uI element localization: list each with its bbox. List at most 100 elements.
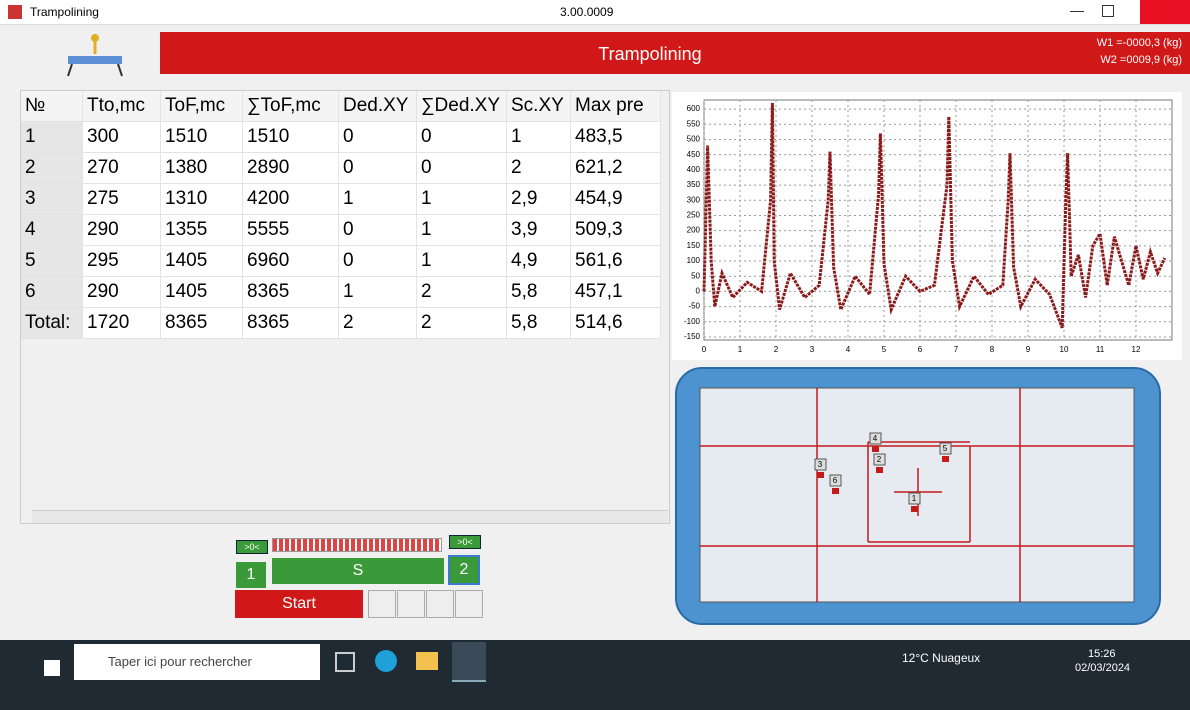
- table-row: 4 290 1355 5555 0 1 3,9 509,3: [20, 214, 661, 246]
- y-tick-label: 500: [687, 135, 701, 144]
- landing-dot: [942, 456, 949, 462]
- table-cell: 6960: [242, 245, 339, 277]
- judge-1-button[interactable]: 1: [236, 562, 266, 588]
- print-button[interactable]: [397, 590, 425, 618]
- y-tick-label: -150: [684, 332, 701, 341]
- landing-dot: [872, 446, 879, 452]
- table-cell: 2: [20, 152, 83, 184]
- h-scrollbar[interactable]: [32, 510, 668, 523]
- weight-2: W2 =0009,9 (kg): [1100, 54, 1182, 66]
- table-cell: 454,9: [570, 183, 661, 215]
- table-cell: 1510: [160, 121, 243, 153]
- version: 3.00.0009: [560, 5, 614, 19]
- table-row: 1 300 1510 1510 0 0 1 483,5: [20, 121, 661, 153]
- x-tick-label: 7: [954, 345, 959, 354]
- table-cell: 1: [416, 183, 507, 215]
- table-cell: 0: [338, 121, 417, 153]
- maximize-button[interactable]: [1102, 5, 1114, 17]
- column-header: ∑ToF,mc: [242, 90, 339, 122]
- x-tick-label: 3: [810, 345, 815, 354]
- column-header: Ded.XY: [338, 90, 417, 122]
- marker-box: [829, 474, 842, 487]
- table-cell: 4,9: [506, 245, 571, 277]
- table-cell: 8365: [160, 307, 243, 339]
- weather: 12°C Nuageux: [902, 651, 981, 665]
- marker-box: [814, 458, 827, 471]
- y-tick-label: -100: [684, 317, 701, 326]
- table-cell: Total:: [20, 307, 83, 339]
- start-button[interactable]: Start: [235, 590, 363, 618]
- table-cell: 3: [20, 183, 83, 215]
- table-row: 5 295 1405 6960 0 1 4,9 561,6: [20, 245, 661, 277]
- zero-right[interactable]: >0<: [449, 535, 481, 549]
- s-button[interactable]: S: [272, 558, 444, 584]
- judge-2-button[interactable]: 2: [448, 555, 480, 585]
- table-cell: 1: [416, 245, 507, 277]
- column-header: №: [20, 90, 83, 122]
- table-cell: 2: [338, 307, 417, 339]
- table-cell: 0: [416, 152, 507, 184]
- table-cell: 290: [82, 214, 161, 246]
- timer-button[interactable]: [368, 590, 396, 618]
- column-header: ∑Ded.XY: [416, 90, 507, 122]
- y-tick-label: 200: [687, 226, 701, 235]
- x-tick-label: 2: [774, 345, 779, 354]
- minimize-button[interactable]: [1070, 11, 1084, 12]
- table-cell: 0: [416, 121, 507, 153]
- table-cell: 5,8: [506, 276, 571, 308]
- start-menu[interactable]: [44, 660, 60, 676]
- edge-icon[interactable]: [375, 650, 397, 672]
- table-cell: 561,6: [570, 245, 661, 277]
- y-tick-label: -50: [688, 302, 700, 311]
- table-row: 6 290 1405 8365 1 2 5,8 457,1: [20, 276, 661, 308]
- marker-box: [908, 492, 921, 505]
- x-tick-label: 9: [1026, 345, 1031, 354]
- x-tick-label: 4: [846, 345, 851, 354]
- table-cell: 1: [338, 276, 417, 308]
- app-taskbar-icon[interactable]: [452, 642, 486, 682]
- search-box[interactable]: Taper ici pour rechercher: [74, 644, 320, 680]
- y-tick-label: 50: [691, 271, 700, 280]
- table-cell: 1380: [160, 152, 243, 184]
- table-cell: 5555: [242, 214, 339, 246]
- y-tick-label: 250: [687, 211, 701, 220]
- table-cell: 295: [82, 245, 161, 277]
- table-cell: 1: [416, 214, 507, 246]
- y-tick-label: 600: [687, 104, 701, 113]
- table-cell: 275: [82, 183, 161, 215]
- x-tick-label: 8: [990, 345, 995, 354]
- table-cell: 1720: [82, 307, 161, 339]
- close-button[interactable]: [1140, 0, 1190, 24]
- y-tick-label: 150: [687, 241, 701, 250]
- table-cell: 2: [416, 276, 507, 308]
- table-cell: 5: [20, 245, 83, 277]
- table-cell: 1510: [242, 121, 339, 153]
- database-button[interactable]: [426, 590, 454, 618]
- table-cell: 290: [82, 276, 161, 308]
- table-cell: 1355: [160, 214, 243, 246]
- table-cell: 2: [506, 152, 571, 184]
- y-tick-label: 0: [696, 287, 701, 296]
- explorer-icon[interactable]: [416, 652, 438, 670]
- table-cell: 1: [506, 121, 571, 153]
- table-cell: 0: [338, 214, 417, 246]
- table-cell: 1: [338, 183, 417, 215]
- table-cell: 300: [82, 121, 161, 153]
- signal-line: [702, 103, 1167, 329]
- x-tick-label: 11: [1096, 345, 1105, 354]
- zero-left[interactable]: >0<: [236, 540, 268, 554]
- column-header: ToF,mc: [160, 90, 243, 122]
- table-cell: 1405: [160, 276, 243, 308]
- column-header: Sc.XY: [506, 90, 571, 122]
- clock-date: 02/03/2024: [1075, 662, 1131, 674]
- title-bar: Trampolining 3.00.0009: [0, 0, 1190, 25]
- table-row: 3 275 1310 4200 1 1 2,9 454,9: [20, 183, 661, 215]
- progress-bar: [272, 538, 442, 552]
- table-cell: 8365: [242, 307, 339, 339]
- app-icon: [8, 5, 22, 19]
- table-row: Total: 1720 8365 8365 2 2 5,8 514,6: [20, 307, 661, 339]
- table-cell: 4: [20, 214, 83, 246]
- settings-button[interactable]: [455, 590, 483, 618]
- task-view[interactable]: [335, 652, 355, 672]
- table-cell: 2: [416, 307, 507, 339]
